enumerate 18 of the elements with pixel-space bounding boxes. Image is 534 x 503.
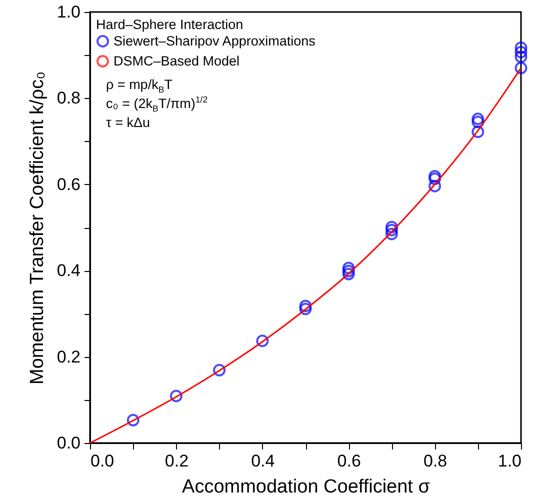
y-tick-label: 0.8 [56,88,80,108]
y-tick-label: 0.0 [56,434,80,452]
x-tick-label: 1.0 [498,452,522,470]
legend-label: DSMC–Based Model [114,53,240,68]
x-tick-label: 0.0 [90,452,114,470]
y-axis-title: Momentum Transfer Coefficient k/ρc₀ [26,72,48,384]
legend-label: Siewert–Sharipov Approximations [114,33,316,48]
x-axis-title: Accommodation Coefficient σ [182,476,430,498]
formula-notes: ρ = mp/k$_{B}$T c₀ = (2k$_{B}$T/πm)$^{1/2}$ τ = kΔu [106,76,208,132]
x-tick-label: 0.6 [337,452,361,470]
y-tick-label: 0.6 [56,174,80,194]
legend-title: Hard–Sphere Interaction [96,17,244,32]
y-tick-label: 1.0 [56,2,80,22]
x-tick-label: 0.4 [251,452,275,470]
y-tick-label: 0.4 [56,261,80,280]
y-tick-label: 0.2 [56,347,80,366]
x-tick-label: 0.8 [423,452,448,470]
x-tick-label: 0.2 [164,452,189,470]
